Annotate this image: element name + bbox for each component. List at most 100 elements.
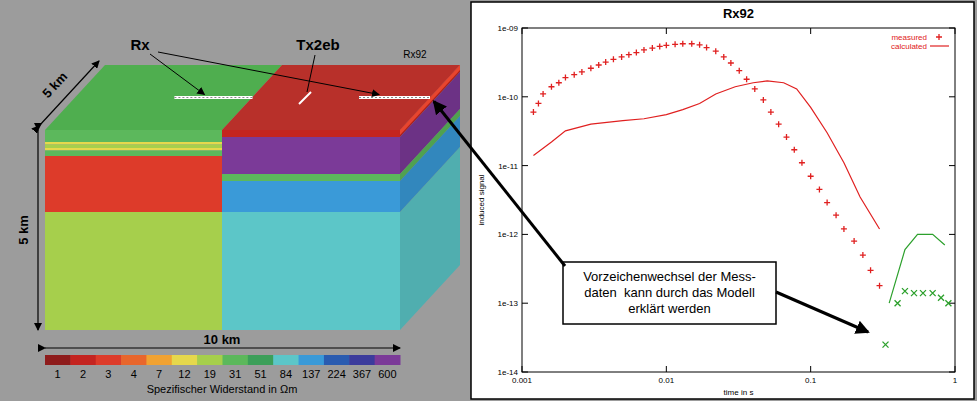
y-tick — [522, 234, 528, 235]
layer — [222, 181, 400, 212]
colorbar-label: 137 — [302, 368, 320, 380]
layer — [222, 130, 400, 137]
y-tick-label: 1e-10 — [498, 93, 519, 102]
label: Rx — [130, 36, 150, 53]
colorbar-cell — [349, 355, 375, 365]
layer — [45, 148, 222, 150]
y-tick-label: 1e-11 — [498, 162, 518, 171]
x-tick-label: 0.01 — [659, 376, 675, 385]
colorbar-label: 4 — [131, 368, 137, 380]
layer — [45, 156, 222, 212]
data-point — [799, 160, 805, 166]
data-point — [603, 59, 609, 65]
data-point — [610, 56, 616, 62]
data-point — [579, 69, 585, 75]
x-tick — [955, 28, 956, 34]
x-tick — [955, 366, 956, 372]
colorbar-cell — [223, 355, 249, 365]
colorbar-label: 2 — [80, 368, 86, 380]
figure: RxTx2ebRx925 km5 km10 km1234712193151841… — [0, 0, 977, 401]
plot-frame — [522, 28, 955, 372]
colorbar-cell — [146, 355, 172, 365]
colorbar-title: Spezifischer Widerstand in Ωm — [147, 383, 298, 395]
data-point — [860, 252, 866, 258]
data-point — [877, 283, 883, 289]
data-line — [533, 81, 879, 229]
data-point — [930, 290, 936, 296]
callout-text: erklärt werden — [628, 301, 710, 316]
data-point — [868, 267, 874, 273]
colorbar-cell — [96, 355, 122, 365]
data-point — [641, 47, 647, 53]
legend-label: calculated — [891, 42, 927, 51]
x-tick-label: 0.001 — [512, 376, 533, 385]
chart-title: Rx92 — [723, 6, 754, 21]
colorbar-cell — [121, 355, 147, 365]
legend-label: measured — [891, 33, 927, 42]
chart-panel — [471, 2, 974, 399]
x-tick — [666, 366, 667, 372]
data-point — [713, 48, 719, 54]
colorbar-label: 224 — [327, 368, 345, 380]
data-point — [672, 41, 678, 47]
x-tick-label: 1 — [953, 376, 958, 385]
plot-area — [530, 41, 951, 348]
data-point — [851, 238, 857, 244]
data-point — [697, 42, 703, 48]
legend-line — [930, 45, 949, 46]
layer — [45, 142, 222, 144]
data-point — [562, 75, 568, 81]
pointer — [150, 54, 204, 95]
data-point — [883, 342, 889, 348]
data-point — [619, 54, 625, 60]
data-point — [808, 173, 814, 179]
colorbar-label: 7 — [156, 368, 162, 380]
label: 5 km — [16, 215, 31, 245]
colorbar-cell — [273, 355, 299, 365]
y-tick-label: 1e-14 — [498, 368, 519, 377]
layer — [222, 212, 400, 330]
colorbar-cell — [375, 355, 401, 365]
data-point — [833, 212, 839, 218]
y-tick — [522, 372, 528, 373]
data-point — [791, 147, 797, 153]
y-tick — [949, 372, 955, 373]
y-tick — [949, 28, 955, 29]
receiver-line — [359, 96, 430, 99]
data-point — [744, 76, 750, 82]
transmitter-line — [299, 92, 311, 104]
legend-marker — [936, 34, 942, 40]
label: 5 km — [39, 69, 70, 101]
data-point — [768, 109, 774, 115]
top-face — [222, 65, 460, 130]
data-point — [824, 200, 830, 206]
data-point — [535, 100, 541, 106]
data-point — [728, 60, 734, 66]
layer — [45, 130, 222, 142]
data-point — [783, 134, 789, 140]
y-axis-title: induced signal — [477, 174, 486, 225]
data-line — [889, 234, 945, 303]
colorbar-cell — [70, 355, 96, 365]
data-point — [588, 65, 594, 71]
y-tick — [949, 165, 955, 166]
colorbar-label: 3 — [105, 368, 111, 380]
callout-text: Vorzeichenwechsel der Mess- — [583, 269, 756, 284]
layer — [45, 212, 222, 330]
x-tick — [810, 28, 811, 34]
y-tick-label: 1e-09 — [498, 24, 519, 33]
data-point — [895, 300, 901, 306]
layer — [45, 144, 222, 148]
legend: measuredcalculated — [891, 33, 949, 51]
receiver-line — [174, 96, 252, 99]
data-point — [680, 41, 686, 47]
colorbar-label: 51 — [254, 368, 266, 380]
dimension-arrow — [37, 130, 38, 330]
data-point — [556, 80, 562, 86]
colorbar-cell — [299, 355, 325, 365]
y-tick — [522, 165, 528, 166]
colorbar-cell — [324, 355, 350, 365]
callout-arrow — [434, 102, 565, 267]
data-point — [704, 45, 710, 51]
y-tick-label: 1e-13 — [498, 299, 519, 308]
